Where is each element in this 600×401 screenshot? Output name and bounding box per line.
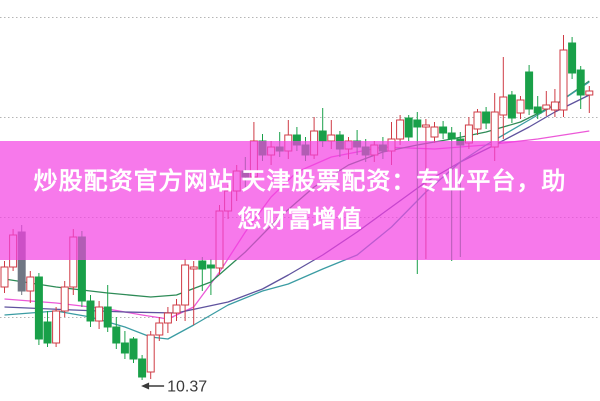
candle-body (516, 99, 525, 114)
candle-body (396, 119, 405, 140)
candle-body (129, 338, 138, 360)
candle-body (559, 49, 568, 111)
candle-body (576, 69, 585, 96)
candle-body (189, 266, 198, 270)
candle-body (568, 42, 577, 74)
candle-body (146, 334, 155, 373)
low-price-label: 10.37 (167, 379, 207, 396)
candle-body (86, 300, 95, 322)
candle-body (404, 117, 413, 138)
candle-body (525, 71, 534, 110)
candle-body (447, 132, 456, 140)
candle-body (473, 111, 482, 130)
candle-body (172, 304, 181, 314)
candle-body (430, 126, 439, 138)
candle-body (0, 266, 9, 288)
low-annotation: 10.37 (141, 379, 207, 396)
promo-banner-line2: 您财富增值 (237, 205, 363, 233)
candle-body (155, 322, 164, 336)
candle-body (318, 130, 327, 142)
candle-body (206, 264, 215, 269)
candle-body (138, 358, 147, 378)
candle-body (163, 312, 172, 324)
candle-body (52, 310, 61, 344)
candle-body (120, 342, 129, 354)
candle-body (542, 104, 551, 110)
candle-body (103, 306, 112, 328)
promo-banner: 炒股配资官方网站 天津股票配资：专业平台，助 您财富增值 (0, 141, 600, 260)
candle-body (26, 276, 35, 292)
candle-body (112, 326, 121, 344)
candle-body (181, 264, 190, 306)
candle-body (439, 126, 448, 134)
candle-body (198, 260, 207, 270)
candle-body (421, 124, 430, 128)
candle-body (585, 90, 594, 96)
candle-body (507, 94, 516, 119)
candle-body (499, 96, 508, 116)
candle-body (550, 101, 559, 111)
low-arrow-head (141, 382, 150, 390)
candle-body (60, 286, 69, 312)
candle-body (533, 106, 542, 114)
candle-body (413, 119, 422, 128)
promo-banner-line1: 炒股配资官方网站 天津股票配资：专业平台，助 (33, 167, 567, 195)
candle-body (43, 321, 52, 344)
candle-body (95, 306, 104, 322)
candle-body (482, 111, 491, 124)
candle-body (34, 276, 43, 340)
